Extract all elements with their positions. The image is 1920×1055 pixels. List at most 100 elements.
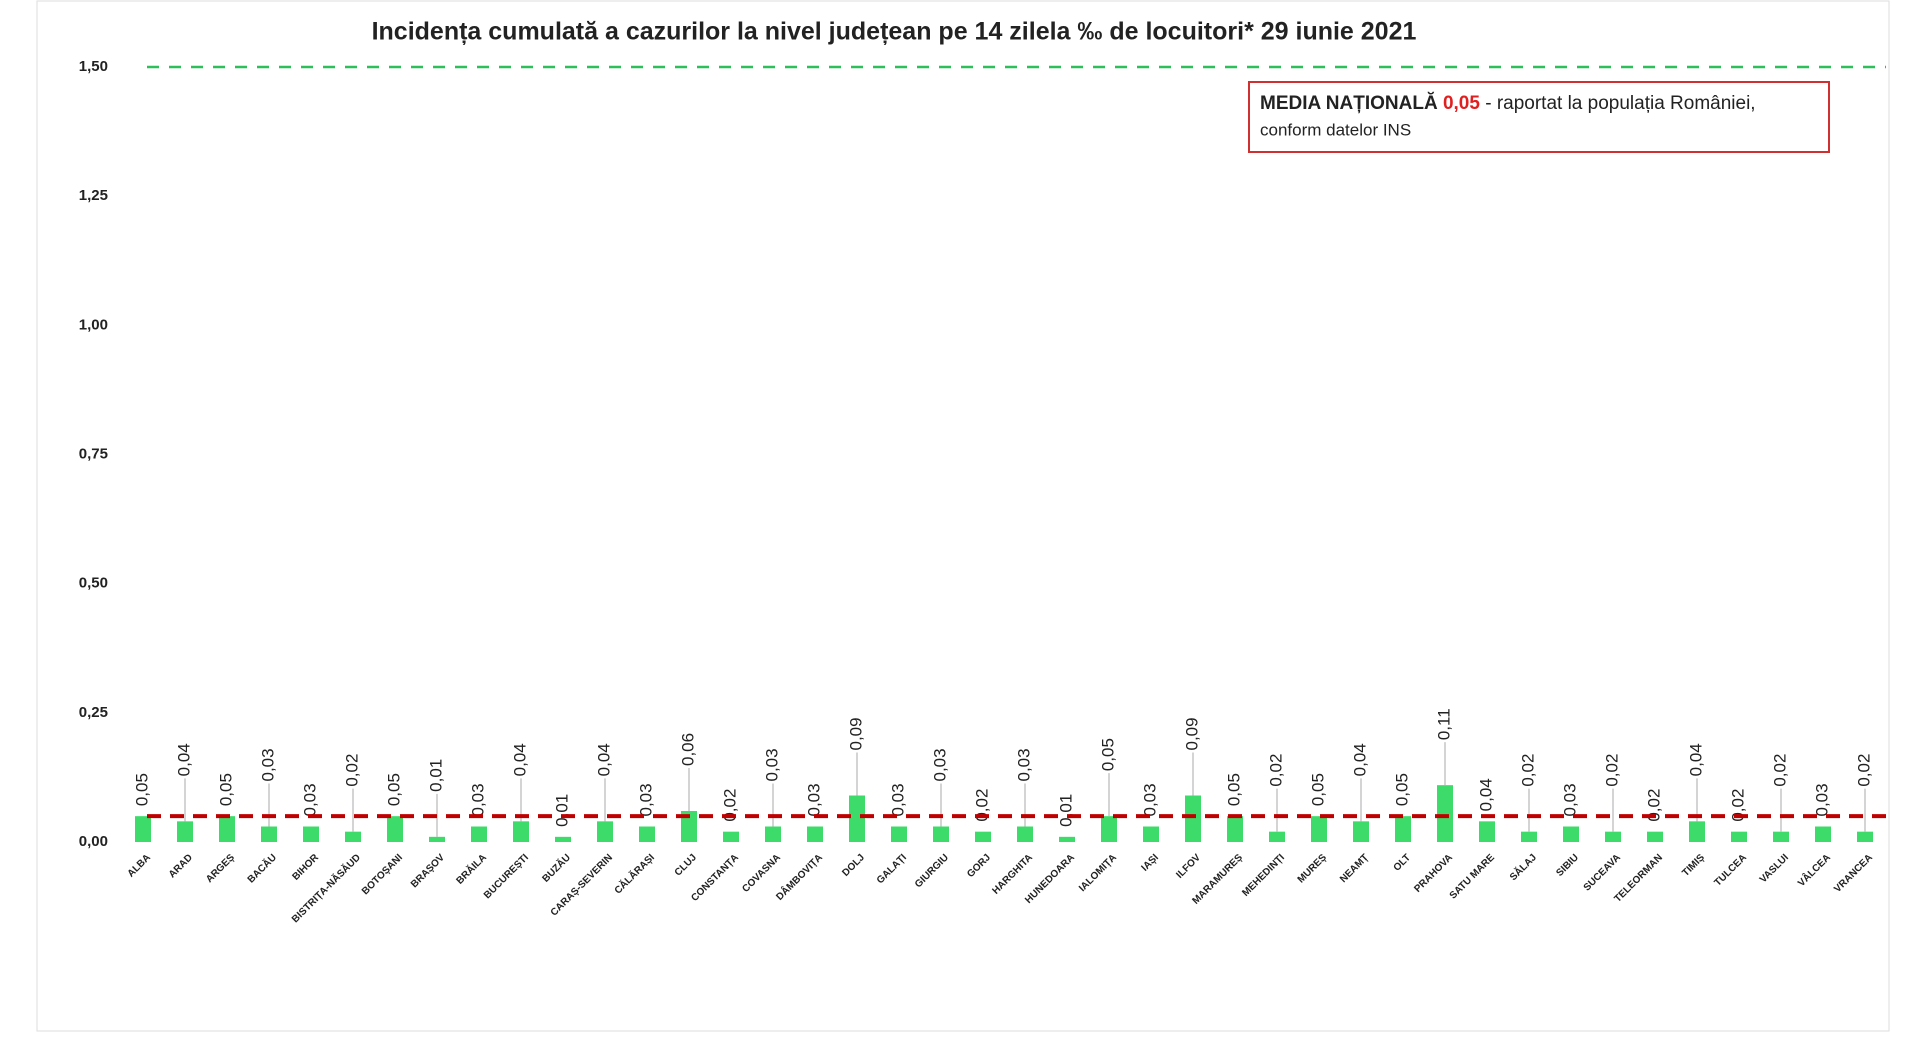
bar: [219, 816, 235, 842]
bar: [1017, 826, 1033, 842]
bar: [933, 826, 949, 842]
annotation-text: - raportat la populația României,: [1485, 93, 1755, 114]
bar: [471, 826, 487, 842]
value-label: 0,02: [342, 754, 361, 787]
bar: [1395, 816, 1411, 842]
bar: [1227, 816, 1243, 842]
bar: [1185, 795, 1201, 842]
y-tick-label: 1,00: [79, 316, 108, 333]
bar: [555, 836, 571, 842]
bar: [387, 816, 403, 842]
y-tick-label: 0,25: [79, 704, 108, 721]
bar: [177, 821, 193, 842]
value-label: 0,05: [1308, 773, 1327, 806]
bar: [1143, 826, 1159, 842]
value-label: 0,04: [594, 743, 613, 776]
bar: [1353, 821, 1369, 842]
value-label: 0,09: [1182, 717, 1201, 750]
annotation-text: conform datelor INS: [1260, 120, 1411, 139]
value-label: 0,02: [972, 789, 991, 822]
value-label: 0,03: [1812, 783, 1831, 816]
value-label: 0,02: [720, 789, 739, 822]
y-tick-label: 0,50: [79, 575, 108, 592]
value-label: 0,03: [1560, 783, 1579, 816]
value-label: 0,02: [1644, 789, 1663, 822]
bar: [1521, 831, 1537, 842]
bar: [639, 826, 655, 842]
value-label: 0,11: [1434, 708, 1453, 740]
bar: [1731, 831, 1747, 842]
value-label: 0,04: [510, 743, 529, 776]
bar: [807, 826, 823, 842]
value-label: 0,05: [216, 773, 235, 806]
value-label: 0,03: [258, 748, 277, 781]
bar: [1437, 785, 1453, 842]
value-label: 0,02: [1854, 754, 1873, 787]
bar: [1479, 821, 1495, 842]
bar: [1059, 836, 1075, 842]
bar: [1101, 816, 1117, 842]
value-label: 0,03: [1140, 783, 1159, 816]
value-label: 0,02: [1602, 754, 1621, 787]
bar: [261, 826, 277, 842]
value-label: 0,05: [1098, 738, 1117, 771]
bar: [1269, 831, 1285, 842]
annotation: MEDIA NAȚIONALĂ 0,05 - raportat la popul…: [1260, 92, 1756, 114]
value-label: 0,03: [804, 783, 823, 816]
annotation-value: 0,05: [1443, 93, 1480, 114]
value-label: 0,02: [1266, 754, 1285, 787]
bar: [303, 826, 319, 842]
value-label: 0,01: [1056, 794, 1075, 827]
bar: [597, 821, 613, 842]
bar: [849, 795, 865, 842]
value-label: 0,05: [384, 773, 403, 806]
bar: [765, 826, 781, 842]
value-label: 0,02: [1518, 754, 1537, 787]
bar: [975, 831, 991, 842]
bar: [1605, 831, 1621, 842]
bar: [1689, 821, 1705, 842]
value-label: 0,03: [762, 748, 781, 781]
annotation-title: MEDIA NAȚIONALĂ: [1260, 92, 1438, 114]
value-label: 0,03: [888, 783, 907, 816]
value-label: 0,02: [1770, 754, 1789, 787]
value-label: 0,06: [678, 733, 697, 766]
chart-title: Incidența cumulată a cazurilor la nivel …: [372, 18, 1417, 46]
value-label: 0,01: [426, 759, 445, 792]
value-label: 0,03: [300, 783, 319, 816]
value-label: 0,05: [132, 773, 151, 806]
value-label: 0,03: [468, 783, 487, 816]
bar: [135, 816, 151, 842]
y-tick-label: 0,00: [79, 833, 108, 850]
bar: [513, 821, 529, 842]
value-label: 0,04: [1476, 778, 1495, 811]
value-label: 0,02: [1728, 789, 1747, 822]
value-label: 0,04: [1350, 743, 1369, 776]
value-label: 0,04: [1686, 743, 1705, 776]
bar: [681, 811, 697, 842]
bar: [1311, 816, 1327, 842]
value-label: 0,03: [636, 783, 655, 816]
bar: [891, 826, 907, 842]
y-tick-label: 0,75: [79, 445, 108, 462]
value-label: 0,01: [552, 794, 571, 827]
y-tick-label: 1,50: [79, 58, 108, 75]
bar: [723, 831, 739, 842]
value-label: 0,04: [174, 743, 193, 776]
chart-frame: [36, 0, 1890, 1032]
value-label: 0,09: [846, 717, 865, 750]
annotation-box: [1248, 81, 1830, 153]
bar: [1647, 831, 1663, 842]
y-tick-label: 1,25: [79, 187, 108, 204]
bar: [429, 836, 445, 842]
bar: [1773, 831, 1789, 842]
value-label: 0,03: [930, 748, 949, 781]
value-label: 0,05: [1392, 773, 1411, 806]
value-label: 0,03: [1014, 748, 1033, 781]
bar: [1857, 831, 1873, 842]
bar: [345, 831, 361, 842]
value-label: 0,05: [1224, 773, 1243, 806]
bar: [1563, 826, 1579, 842]
